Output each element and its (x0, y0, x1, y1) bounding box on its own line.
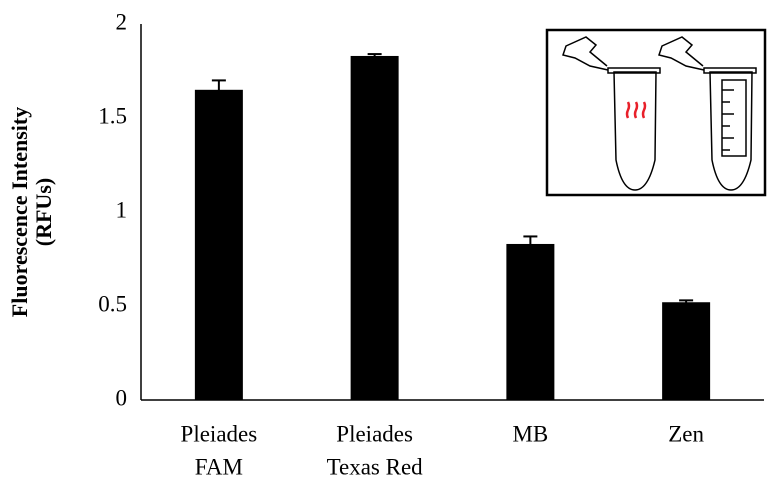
y-tick-label: 1 (116, 197, 128, 222)
error-bar (211, 79, 226, 100)
bar (350, 55, 399, 401)
bar (662, 302, 711, 400)
inset-frame (545, 28, 767, 197)
bar (194, 89, 243, 401)
y-tick-label: 0.5 (98, 291, 127, 316)
tube-rim (607, 67, 661, 74)
bar (506, 243, 555, 400)
tube-rim (703, 67, 757, 74)
tube-cap (562, 36, 609, 71)
x-tick-label: Zen (668, 421, 704, 446)
y-tick-label: 0 (116, 385, 128, 410)
x-tick-label: Pleiades (336, 421, 413, 446)
error-bar (523, 235, 538, 252)
y-axis-label: (RFUs) (31, 178, 56, 246)
y-tick-label: 1.5 (98, 103, 127, 128)
x-tick-label: MB (512, 421, 548, 446)
scale-strip (721, 79, 747, 157)
tube (613, 71, 657, 191)
heat-symbol (625, 101, 647, 119)
y-tick-label: 2 (116, 9, 128, 34)
x-tick-label: Texas Red (327, 454, 424, 479)
tube (709, 71, 753, 191)
inset-illustration (545, 28, 767, 197)
error-bar (679, 299, 694, 305)
scale-marks (722, 89, 734, 151)
tube-cap (658, 36, 705, 71)
x-tick-label: FAM (195, 454, 243, 479)
y-axis-label: Fluorescence Intensity (7, 107, 32, 317)
error-bar (367, 53, 382, 58)
x-tick-label: Pleiades (181, 421, 258, 446)
